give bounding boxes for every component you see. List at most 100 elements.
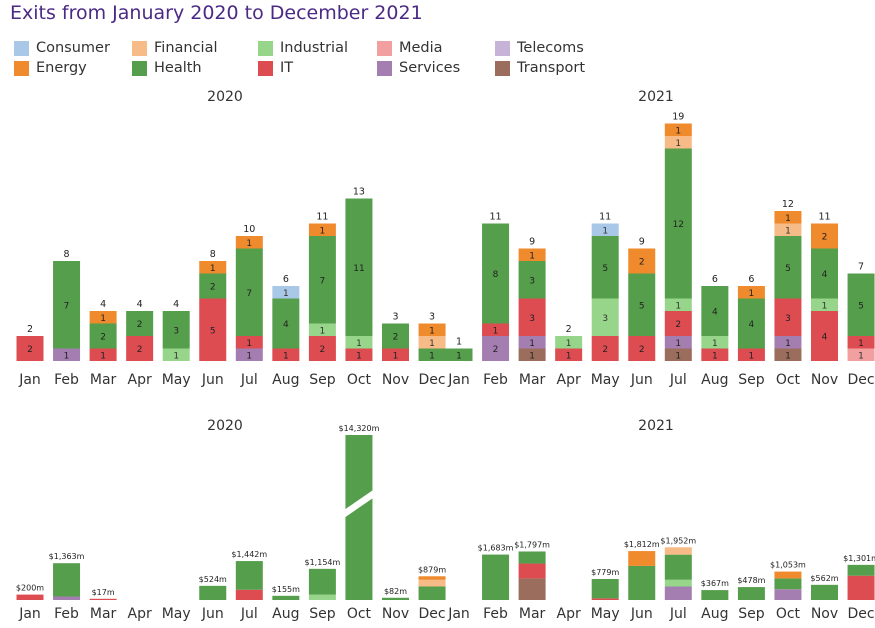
- segment-label: 1: [675, 126, 681, 136]
- value-segment-health-2021-Jun: [628, 565, 656, 600]
- value-segment-health-2020-Aug: [272, 595, 300, 600]
- segment-label: 1: [602, 226, 608, 236]
- bar-segment-industrial-2021-Apr: [555, 336, 583, 349]
- legend-swatch-consumer: [14, 40, 29, 56]
- legend-item-telecoms: Telecoms: [495, 38, 584, 58]
- value-label-2020-Mar: $17m: [92, 588, 115, 597]
- bar-segment-financial-2021-Oct: [774, 223, 802, 236]
- total-label-2020-Oct: 13: [353, 187, 365, 198]
- x-tick-label-count: Mar: [90, 372, 117, 388]
- segment-label: 3: [529, 276, 535, 286]
- x-tick-label-value: Sep: [738, 606, 765, 622]
- value-segment-financial-2020-Dec: [418, 579, 446, 587]
- segment-label: 2: [493, 345, 499, 355]
- bar-segment-health-2021-Jun: [628, 273, 656, 336]
- bar-segment-health-2020-Feb: [53, 261, 81, 349]
- value-label-2021-Oct: $1,053m: [770, 561, 806, 570]
- value-label-2020-Jun: $524m: [199, 575, 227, 584]
- x-tick-label-count: May: [591, 372, 620, 388]
- legend-item-energy: Energy: [14, 58, 87, 78]
- x-tick-label-count: Jul: [240, 372, 258, 388]
- bar-segment-health-2020-May: [162, 311, 190, 349]
- segment-label: 1: [822, 301, 828, 311]
- segment-label: 1: [785, 214, 791, 224]
- bar-segment-consumer-2021-May: [591, 223, 619, 236]
- bar-segment-health-2020-Jul: [235, 248, 263, 336]
- segment-label: 1: [100, 314, 106, 324]
- value-segment-transport-2021-Mar: [518, 578, 546, 600]
- legend-item-media: Media: [377, 38, 443, 58]
- bar-segment-it-2021-Mar: [518, 298, 546, 336]
- legend-swatch-services: [377, 60, 392, 76]
- bar-segment-energy-2020-Dec: [418, 323, 446, 336]
- panel-title-value-2020: 2020: [207, 418, 243, 434]
- bar-segment-industrial-2020-Sep: [308, 323, 336, 336]
- value-label-2020-Jan: $200m: [16, 584, 44, 593]
- segment-label: 1: [493, 326, 499, 336]
- value-segment-it-2021-Mar: [518, 563, 546, 579]
- x-tick-label-count: Feb: [483, 372, 508, 388]
- value-label-2021-Nov: $562m: [810, 574, 838, 583]
- total-label-2020-Mar: 4: [100, 299, 106, 310]
- x-tick-label-value: Sep: [309, 606, 336, 622]
- bar-segment-it-2020-Mar: [89, 348, 117, 361]
- legend-label: IT: [280, 60, 294, 76]
- bar-segment-health-2021-May: [591, 236, 619, 299]
- segment-label: 1: [320, 226, 326, 236]
- bar-segment-financial-2020-Dec: [418, 336, 446, 349]
- bar-segment-industrial-2021-Nov: [811, 298, 838, 311]
- value-segment-health-2020-Jun: [199, 585, 227, 600]
- x-tick-label-count: Aug: [272, 372, 299, 388]
- total-label-2021-Jul: 19: [672, 112, 684, 123]
- segment-label: 1: [785, 226, 791, 236]
- segment-label: 2: [639, 345, 645, 355]
- bar-segment-health-2021-Mar: [518, 261, 546, 299]
- value-segment-health-2020-Jul: [235, 561, 263, 590]
- bar-segment-health-2021-Feb: [482, 223, 510, 324]
- value-segment-health-2021-May: [591, 578, 619, 599]
- bar-segment-services-2021-Feb: [482, 336, 510, 361]
- legend-swatch-it: [258, 60, 273, 76]
- bar-segment-it-2021-Aug: [701, 348, 729, 361]
- segment-label: 3: [602, 314, 608, 324]
- segment-label: 7: [320, 276, 326, 286]
- x-tick-label-value: Apr: [128, 606, 152, 622]
- value-label-2021-May: $779m: [591, 568, 619, 577]
- total-label-2020-May: 4: [173, 299, 179, 310]
- x-tick-label-count: Dec: [848, 372, 875, 388]
- total-label-2021-Mar: 9: [529, 237, 535, 248]
- value-segment-services-2021-Jul: [664, 586, 692, 600]
- total-label-2020-Aug: 6: [283, 274, 289, 285]
- x-tick-label-value: Aug: [272, 606, 299, 622]
- x-tick-label-value: Nov: [811, 606, 838, 622]
- segment-label: 1: [749, 289, 755, 299]
- value-label-2020-Oct: $14,320m: [339, 424, 380, 433]
- legend-item-consumer: Consumer: [14, 38, 110, 58]
- bar-segment-energy-2021-Oct: [774, 211, 802, 224]
- segment-label: 1: [675, 339, 681, 349]
- segment-label: 1: [712, 339, 718, 349]
- segment-label: 2: [137, 345, 143, 355]
- total-label-2021-Jan: 1: [456, 337, 462, 348]
- bar-segment-energy-2021-Jun: [628, 248, 656, 274]
- x-tick-label-value: Jul: [240, 606, 258, 622]
- segment-label: 1: [283, 351, 289, 361]
- x-tick-label-value: Dec: [419, 606, 446, 622]
- chart-title: Exits from January 2020 to December 2021: [10, 2, 423, 24]
- legend-label: Transport: [517, 60, 586, 76]
- segment-label: 1: [429, 326, 435, 336]
- segment-label: 1: [858, 351, 864, 361]
- total-label-2020-Sep: 11: [316, 212, 328, 223]
- bar-segment-it-2020-Jun: [199, 298, 227, 361]
- segment-label: 1: [566, 351, 572, 361]
- value-segment-it-2020-Jan: [16, 594, 44, 600]
- segment-label: 1: [785, 339, 791, 349]
- segment-label: 1: [529, 251, 535, 261]
- legend: Consumer Financial Industrial Media Telecoms…: [14, 38, 614, 80]
- x-tick-label-value: Oct: [776, 606, 801, 622]
- bar-segment-transport-2021-Jul: [664, 348, 692, 361]
- legend-label: Consumer: [36, 40, 110, 56]
- segment-label: 5: [602, 264, 608, 274]
- value-segment-health-2021-Feb: [482, 554, 510, 600]
- value-segment-health-2020-Sep: [308, 568, 336, 595]
